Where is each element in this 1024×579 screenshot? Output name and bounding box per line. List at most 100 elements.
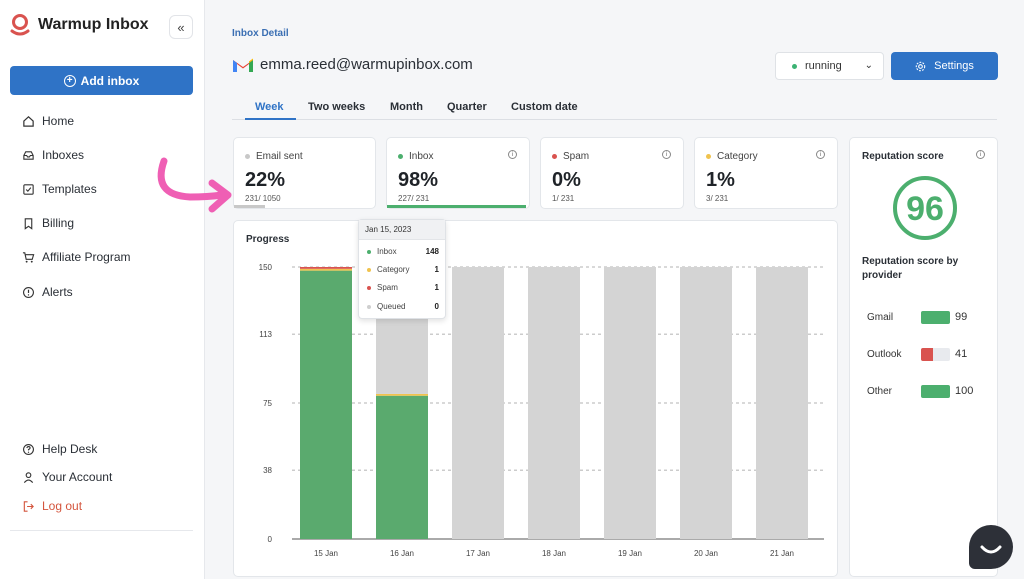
provider-score-bar <box>921 348 950 361</box>
y-tick-label: 150 <box>259 263 273 272</box>
stat-card-spam: Spam i 0% 1/ 231 <box>540 137 684 209</box>
user-icon <box>23 471 34 483</box>
x-tick-label: 17 Jan <box>466 549 490 558</box>
logout-icon <box>23 500 34 512</box>
sidebar-item-label: Billing <box>42 216 75 230</box>
red-dot-icon <box>367 285 371 290</box>
sidebar-item-affiliate-program[interactable]: Affiliate Program <box>22 250 130 264</box>
stat-value: 98% <box>398 169 439 191</box>
brand[interactable]: Warmup Inbox <box>10 13 149 37</box>
chart-tooltip: Jan 15, 2023 Inbox 148 Category 1 Spam 1 Qu… <box>358 219 446 319</box>
yellow-dot-icon <box>367 267 371 272</box>
x-tick-label: 21 Jan <box>770 549 794 558</box>
stat-header: Spam <box>552 151 589 162</box>
stat-count: 1/ 231 <box>552 194 575 203</box>
stat-card-category: Category i 1% 3/ 231 <box>694 137 838 209</box>
sidebar-item-alerts[interactable]: Alerts <box>22 285 73 299</box>
x-tick-label: 18 Jan <box>542 549 566 558</box>
help-icon <box>23 443 34 455</box>
add-inbox-button[interactable]: + Add inbox <box>10 66 193 95</box>
sidebar-item-log-out[interactable]: Log out <box>22 499 82 513</box>
chevron-down-icon: ⌄ <box>864 60 873 71</box>
provider-score-bar <box>921 385 950 398</box>
stat-header: Inbox <box>398 151 433 162</box>
info-icon[interactable]: i <box>976 150 985 159</box>
sidebar-item-inboxes[interactable]: Inboxes <box>22 148 84 162</box>
stat-card-inbox: Inbox i 98% 227/ 231 <box>386 137 530 209</box>
provider-score: 100 <box>955 385 974 397</box>
gray-dot-icon <box>367 304 371 309</box>
bookmark-icon <box>24 217 33 230</box>
gmail-icon <box>233 58 253 72</box>
sidebar-item-home[interactable]: Home <box>22 114 74 128</box>
sidebar-item-templates[interactable]: Templates <box>22 182 97 196</box>
status-dropdown[interactable]: running ⌄ <box>775 52 884 80</box>
provider-name: Outlook <box>867 349 902 360</box>
bar-segment-queued <box>756 267 808 539</box>
active-tab-indicator <box>245 118 296 120</box>
settings-button[interactable]: Settings <box>891 52 998 80</box>
sidebar-item-label: Help Desk <box>42 442 98 456</box>
tab-quarter[interactable]: Quarter <box>447 101 487 113</box>
tooltip-label: Queued <box>377 302 406 311</box>
sidebar-item-label: Alerts <box>42 285 73 299</box>
collapse-sidebar-button[interactable]: « <box>169 15 193 39</box>
tooltip-row: Category 1 <box>367 265 439 274</box>
reputation-score: 96 <box>906 190 944 228</box>
red-dot-icon <box>552 154 557 159</box>
tab-two-weeks[interactable]: Two weeks <box>308 101 366 113</box>
progress-card: Progress 0 38 75 113 150 15 Jan 16 Jan 17 Jan 18… <box>233 220 838 577</box>
sidebar-item-label: Home <box>42 114 75 128</box>
home-icon <box>23 115 34 127</box>
provider-score: 99 <box>955 311 968 323</box>
double-chevron-left-icon: « <box>177 19 185 35</box>
reputation-title: Reputation score <box>862 151 944 162</box>
reputation-panel: Reputation score i 96 Reputation score b… <box>849 137 998 577</box>
tooltip-value: 0 <box>434 302 439 311</box>
tab-month[interactable]: Month <box>390 101 423 113</box>
bar-segment-category <box>300 268 352 271</box>
breadcrumb[interactable]: Inbox Detail <box>232 28 289 39</box>
templates-icon <box>23 183 34 195</box>
sidebar-item-label: Inboxes <box>42 148 85 162</box>
stat-count: 3/ 231 <box>706 194 729 203</box>
info-icon[interactable]: i <box>508 150 517 159</box>
stat-count: 231/ 1050 <box>245 194 281 203</box>
reputation-by-provider-title: Reputation score by provider <box>862 256 959 281</box>
tooltip-label: Inbox <box>377 247 397 256</box>
cart-icon <box>22 251 35 263</box>
tab-week[interactable]: Week <box>255 101 284 113</box>
sidebar-item-your-account[interactable]: Your Account <box>22 470 112 484</box>
account-email: emma.reed@warmupinbox.com <box>260 56 473 73</box>
stat-label: Inbox <box>409 151 434 162</box>
green-dot-icon <box>398 154 403 159</box>
stat-progress-bar <box>234 205 265 208</box>
y-tick-label: 113 <box>259 330 272 339</box>
sidebar-item-billing[interactable]: Billing <box>22 216 74 230</box>
info-icon[interactable]: i <box>816 150 825 159</box>
sidebar-item-label: Your Account <box>42 470 113 484</box>
tab-custom-date[interactable]: Custom date <box>511 101 578 113</box>
info-icon[interactable]: i <box>662 150 671 159</box>
bar-segment-queued <box>680 267 732 539</box>
progress-chart: 0 38 75 113 150 15 Jan 16 Jan 17 Jan 18 Jan 19 Ja… <box>259 263 824 558</box>
stat-value: 22% <box>245 169 286 191</box>
tooltip-value: 148 <box>425 247 439 256</box>
y-tick-label: 38 <box>263 466 272 475</box>
tooltip-row: Inbox 148 <box>367 247 439 256</box>
provider-name: Gmail <box>867 312 894 323</box>
sidebar-item-label: Affiliate Program <box>42 250 131 264</box>
reputation-score-ring: 96 <box>893 176 957 240</box>
x-tick-label: 19 Jan <box>618 549 642 558</box>
status-dot-icon <box>792 63 797 69</box>
settings-label: Settings <box>934 60 974 72</box>
yellow-dot-icon <box>706 154 711 159</box>
tooltip-row: Spam 1 <box>367 283 439 292</box>
inbox-icon <box>23 150 34 160</box>
sidebar-item-help-desk[interactable]: Help Desk <box>22 442 97 456</box>
smile-icon <box>980 545 1002 554</box>
add-inbox-label: Add inbox <box>80 73 140 88</box>
plus-circle-icon: + <box>63 74 76 87</box>
y-tick-label: 0 <box>268 535 273 544</box>
chat-support-button[interactable] <box>969 525 1013 569</box>
